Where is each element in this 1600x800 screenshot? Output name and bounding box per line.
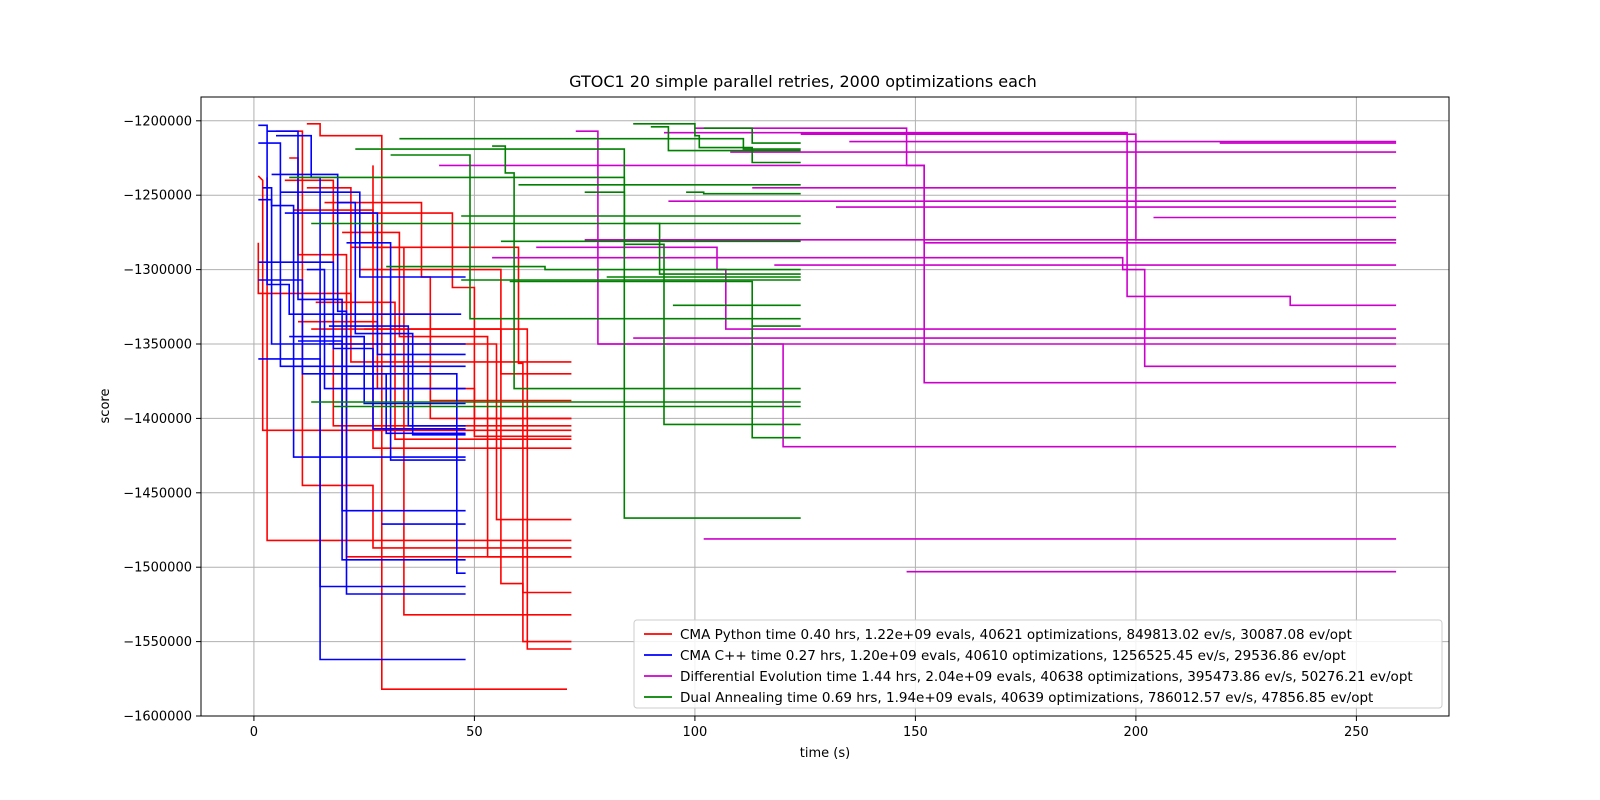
series-line — [342, 373, 466, 574]
series-line — [584, 191, 801, 225]
ticks: 0 50 100 150 200 250 −1600000 −1550000 −1500000 −… — [123, 114, 1369, 740]
series-line — [258, 124, 462, 315]
legend-entry: Dual Annealing time 0.69 hrs, 1.94e+09 e… — [680, 690, 1373, 706]
series-line — [276, 134, 466, 661]
y-tick-label: −1350000 — [123, 338, 192, 353]
y-tick-label: −1250000 — [123, 189, 192, 204]
series-line — [703, 127, 801, 144]
legend-entry: Differential Evolution time 1.44 hrs, 2.… — [680, 669, 1413, 685]
chart-title: GTOC1 20 simple parallel retries, 2000 o… — [569, 72, 1037, 91]
series-group — [439, 127, 1397, 573]
series-line — [399, 137, 801, 150]
series-line — [262, 187, 466, 345]
y-tick-label: −1500000 — [123, 561, 192, 576]
x-tick-label: 0 — [250, 725, 258, 740]
y-tick-label: −1550000 — [123, 635, 192, 650]
series-line — [306, 123, 567, 690]
x-tick-label: 200 — [1123, 725, 1148, 740]
series-line — [271, 173, 466, 595]
plot-frame — [200, 96, 1450, 717]
series-line — [597, 343, 1397, 448]
series-line — [257, 242, 572, 363]
series-line — [386, 265, 801, 271]
y-tick-label: −1200000 — [123, 114, 192, 129]
series-line — [686, 191, 801, 195]
series-line — [258, 261, 466, 430]
series-line — [311, 328, 572, 650]
series-line — [284, 212, 466, 356]
series-line — [337, 201, 466, 436]
legend-entry: CMA C++ time 0.27 hrs, 1.20e+09 evals, 4… — [680, 648, 1346, 664]
series-line — [289, 335, 466, 405]
series-line — [311, 222, 801, 275]
series-line — [575, 130, 1397, 345]
series-line — [355, 148, 801, 426]
legend-entry: CMA Python time 0.40 hrs, 1.22e+09 evals… — [680, 627, 1352, 643]
series-line — [298, 340, 466, 561]
series-group — [289, 123, 801, 519]
series-line — [509, 280, 801, 439]
series-line — [333, 212, 572, 438]
x-tick-label: 100 — [682, 725, 707, 740]
series-line — [257, 175, 572, 432]
series-line — [664, 131, 1397, 307]
y-tick-label: −1300000 — [123, 263, 192, 278]
x-tick-label: 50 — [466, 725, 483, 740]
series-line — [633, 123, 801, 164]
series-group — [258, 124, 466, 661]
series-line — [324, 201, 572, 420]
series-line — [328, 325, 466, 427]
series-line — [350, 246, 572, 643]
x-tick-label: 150 — [903, 725, 928, 740]
y-tick-label: −1400000 — [123, 412, 192, 427]
series-line — [258, 198, 466, 458]
series-line — [390, 154, 801, 320]
legend: CMA Python time 0.40 hrs, 1.22e+09 evals… — [633, 619, 1443, 709]
series-line — [289, 157, 572, 558]
series-line — [306, 268, 466, 390]
series-line — [372, 165, 572, 449]
series-layer — [257, 123, 1397, 690]
series-line — [280, 191, 466, 278]
series-line — [492, 256, 1397, 368]
series-group — [257, 123, 572, 690]
x-axis-label: time (s) — [800, 746, 850, 761]
series-line — [536, 246, 1397, 330]
series-line — [258, 358, 466, 588]
y-axis-label: score — [98, 389, 113, 424]
y-tick-label: −1600000 — [123, 710, 192, 725]
series-line — [293, 209, 572, 616]
series-line — [492, 145, 801, 390]
x-tick-label: 250 — [1344, 725, 1369, 740]
series-line — [359, 268, 572, 594]
legend-box — [633, 619, 1443, 709]
series-line — [439, 164, 1397, 384]
series-line — [346, 242, 466, 461]
series-line — [289, 176, 801, 519]
series-line — [266, 177, 572, 542]
y-tick-label: −1450000 — [123, 486, 192, 501]
